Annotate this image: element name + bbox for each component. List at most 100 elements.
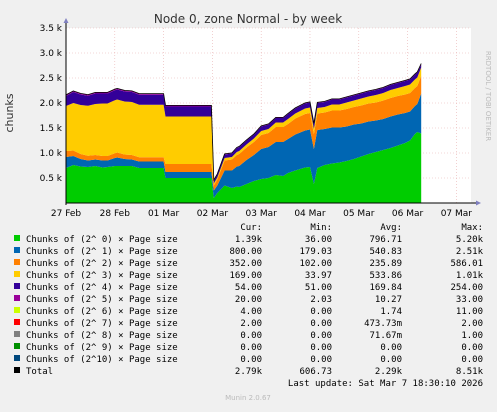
x-tick-label-6: 05 Mar <box>343 209 375 219</box>
legend-avg-9: 0.00 <box>380 343 402 353</box>
legend-name-7: Chunks of (2^ 7) × Page size <box>26 319 178 329</box>
total-line <box>65 63 422 182</box>
x-tick-label-7: 06 Mar <box>392 209 424 219</box>
legend-cur-3: 169.00 <box>229 271 262 281</box>
legend-swatch-6 <box>14 307 20 313</box>
legend-header-0: Cur: <box>240 223 262 233</box>
y-tick-label-0: 0.5 k <box>40 174 63 184</box>
y-tick-label-6: 3.5 k <box>40 24 63 34</box>
legend-swatch-2 <box>14 259 20 265</box>
legend-name-1: Chunks of (2^ 1) × Page size <box>26 247 178 257</box>
legend: Cur: Min: Avg: Max: Chunks of (2^ 0) × Page … <box>14 223 484 377</box>
legend-name-3: Chunks of (2^ 3) × Page size <box>26 271 178 281</box>
legend-swatch-1 <box>14 247 20 253</box>
axes: 0.5 k 1.0 k 1.5 k 2.0 k 2.5 k 3.0 k 3.5 k 27 Fe… <box>40 18 481 219</box>
legend-avg-11: 2.29k <box>375 367 403 377</box>
legend-min-10: 0.00 <box>310 355 332 365</box>
legend-cur-9: 0.00 <box>240 343 262 353</box>
legend-header-3: Max: <box>461 223 483 233</box>
legend-name-2: Chunks of (2^ 2) × Page size <box>26 259 178 269</box>
area-series-0 <box>66 132 422 203</box>
legend-swatch-8 <box>14 331 20 337</box>
legend-swatch-5 <box>14 295 20 301</box>
legend-avg-3: 533.86 <box>369 271 402 281</box>
legend-cur-11: 2.79k <box>235 367 263 377</box>
legend-name-5: Chunks of (2^ 5) × Page size <box>26 295 178 305</box>
legend-swatch-10 <box>14 355 20 361</box>
chart-title: Node 0, zone Normal - by week <box>154 12 342 26</box>
legend-max-2: 586.01 <box>450 259 483 269</box>
y-tick-label-2: 1.5 k <box>40 124 63 134</box>
x-tick-label-5: 04 Mar <box>294 209 326 219</box>
legend-avg-5: 10.27 <box>375 295 402 305</box>
legend-cur-2: 352.00 <box>229 259 262 269</box>
y-axis-arrow <box>63 18 69 23</box>
legend-swatch-3 <box>14 271 20 277</box>
legend-min-6: 0.00 <box>310 307 332 317</box>
legend-swatch-4 <box>14 283 20 289</box>
legend-name-9: Chunks of (2^ 9) × Page size <box>26 343 178 353</box>
legend-avg-8: 71.67m <box>369 331 402 341</box>
legend-max-10: 0.00 <box>461 355 483 365</box>
legend-max-8: 1.00 <box>461 331 483 341</box>
y-tick-label-5: 3.0 k <box>40 49 63 59</box>
legend-min-1: 179.03 <box>299 247 332 257</box>
legend-avg-1: 540.83 <box>369 247 402 257</box>
legend-avg-2: 235.89 <box>369 259 402 269</box>
legend-max-7: 2.00 <box>461 319 483 329</box>
legend-min-3: 33.97 <box>305 271 332 281</box>
legend-header-1: Min: <box>310 223 332 233</box>
legend-cur-0: 1.39k <box>235 235 263 245</box>
legend-max-3: 1.01k <box>456 271 484 281</box>
legend-max-4: 254.00 <box>450 283 483 293</box>
legend-cur-4: 54.00 <box>235 283 262 293</box>
last-update: Last update: Sat Mar 7 18:30:10 2026 <box>288 379 483 389</box>
y-axis-label: chunks <box>3 93 16 132</box>
x-tick-label-0: 27 Feb <box>51 209 82 219</box>
legend-min-7: 0.00 <box>310 319 332 329</box>
legend-header-2: Avg: <box>380 223 402 233</box>
legend-avg-4: 169.84 <box>369 283 402 293</box>
area-series-1 <box>66 93 422 198</box>
legend-avg-6: 1.74 <box>380 307 402 317</box>
legend-swatch-9 <box>14 343 20 349</box>
legend-min-4: 51.00 <box>305 283 332 293</box>
stacked-areas <box>65 63 422 203</box>
x-tick-label-1: 28 Feb <box>100 209 131 219</box>
legend-swatch-7 <box>14 319 20 325</box>
legend-cur-5: 20.00 <box>235 295 262 305</box>
legend-name-11: Total <box>26 367 53 377</box>
y-tick-label-4: 2.5 k <box>40 74 63 84</box>
legend-max-6: 11.00 <box>456 307 483 317</box>
legend-min-11: 606.73 <box>299 367 332 377</box>
side-label: RRDTOOL / TOBI OETIKER <box>484 51 492 141</box>
legend-name-6: Chunks of (2^ 6) × Page size <box>26 307 178 317</box>
legend-min-0: 36.00 <box>305 235 332 245</box>
legend-swatch-11 <box>14 367 20 373</box>
legend-cur-1: 800.00 <box>229 247 262 257</box>
legend-name-4: Chunks of (2^ 4) × Page size <box>26 283 178 293</box>
y-tick-label-3: 2.0 k <box>40 99 63 109</box>
x-tick-label-4: 03 Mar <box>246 209 278 219</box>
legend-cur-8: 0.00 <box>240 331 262 341</box>
legend-min-5: 2.03 <box>310 295 332 305</box>
legend-max-9: 0.00 <box>461 343 483 353</box>
legend-max-1: 2.51k <box>456 247 484 257</box>
y-tick-label-1: 1.0 k <box>40 149 63 159</box>
legend-max-5: 33.00 <box>456 295 483 305</box>
legend-max-0: 5.20k <box>456 235 484 245</box>
x-axis-arrow <box>476 200 481 206</box>
area-series-3 <box>66 67 422 186</box>
legend-avg-0: 796.71 <box>369 235 402 245</box>
legend-name-0: Chunks of (2^ 0) × Page size <box>26 235 178 245</box>
legend-avg-10: 0.00 <box>380 355 402 365</box>
legend-cur-10: 0.00 <box>240 355 262 365</box>
x-tick-label-8: 07 Mar <box>441 209 473 219</box>
legend-min-2: 102.00 <box>299 259 332 269</box>
legend-min-9: 0.00 <box>310 343 332 353</box>
x-tick-label-3: 02 Mar <box>197 209 229 219</box>
legend-swatch-0 <box>14 235 20 241</box>
legend-name-10: Chunks of (2^10) × Page size <box>26 355 178 365</box>
